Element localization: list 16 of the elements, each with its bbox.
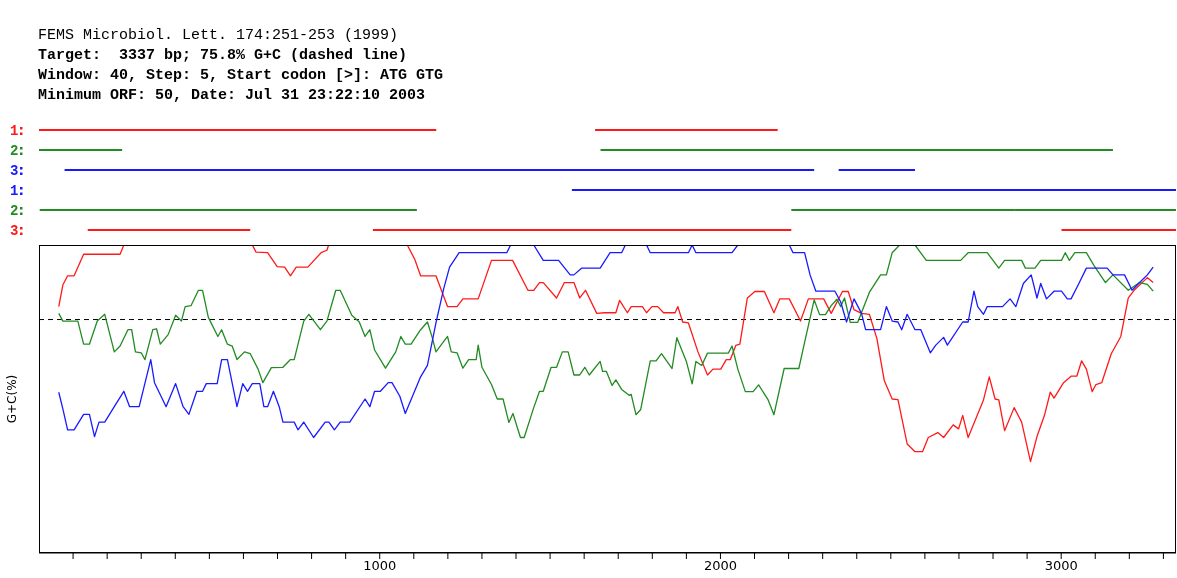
y-tick-label: 3 bbox=[10, 163, 19, 179]
y-tick-label: 1 bbox=[10, 123, 19, 139]
y-tick-label: 3 bbox=[10, 223, 19, 239]
text: Target: 3337 bp; 75.8% G+C (dashed line) bbox=[38, 46, 409, 66]
bar bbox=[571, 189, 1176, 191]
y-tick-label: 2 bbox=[10, 143, 19, 159]
x-tick-label: 2000 bbox=[703, 558, 737, 574]
x-tick-label: 1000 bbox=[363, 558, 397, 574]
bar bbox=[64, 169, 815, 171]
x-tick-label: 3000 bbox=[1044, 558, 1078, 574]
y-tick-label: 1 bbox=[10, 183, 19, 199]
text: Minimum ORF: 50, Date: Jul 31 23:22:10 2003 bbox=[38, 86, 427, 106]
y-axis-title: G+C(%) bbox=[5, 374, 19, 424]
text: Window: 40, Step: 5, Start codon [>]: ATG GTG bbox=[38, 66, 444, 86]
chart-subtitle: FEMS Microbiol. Lett. 174:251-253 (1999) bbox=[38, 26, 400, 46]
y-tick-label: 2 bbox=[10, 203, 19, 219]
